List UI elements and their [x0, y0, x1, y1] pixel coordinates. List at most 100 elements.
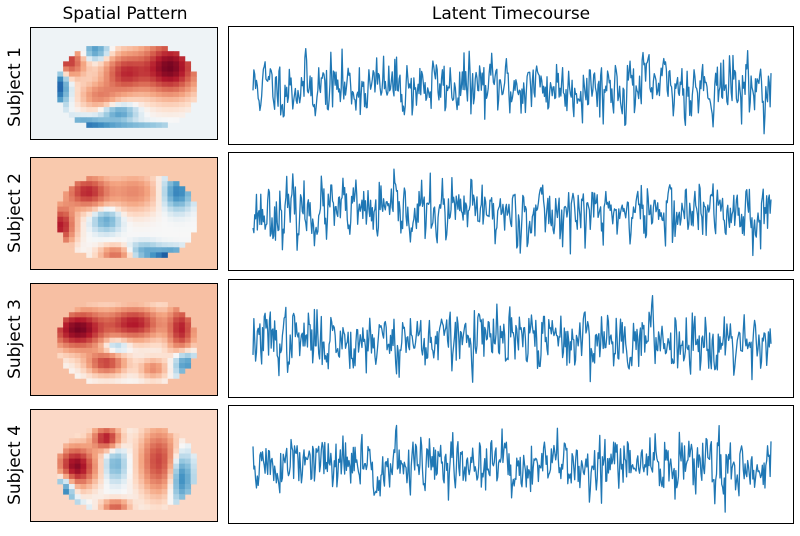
heatmap-cell: [173, 221, 180, 228]
heatmap-cell: [173, 86, 180, 93]
heatmap-cell: [144, 226, 151, 233]
heatmap-cell: [155, 86, 163, 93]
heatmap-cell: [173, 463, 180, 470]
heatmap-cell: [144, 201, 151, 207]
heatmap-cell: [167, 242, 174, 248]
heatmap-cell: [109, 232, 116, 238]
timecourse-plot-subject-4: [252, 424, 772, 513]
heatmap-cell: [115, 56, 122, 62]
heatmap-cell: [92, 221, 99, 228]
heatmap-cell: [179, 337, 186, 344]
heatmap-cell: [97, 317, 105, 323]
heatmap-cell: [173, 499, 180, 505]
heatmap-cell: [167, 342, 174, 349]
heatmap-cell: [74, 81, 81, 88]
heatmap-cell: [161, 112, 168, 118]
heatmap-cell: [109, 71, 116, 77]
heatmap-cell: [132, 368, 139, 374]
heatmap-cell: [121, 484, 128, 490]
heatmap-cell: [92, 468, 99, 475]
heatmap-cell: [179, 216, 186, 223]
heatmap-cell: [173, 494, 180, 500]
heatmap-cell: [97, 96, 105, 103]
heatmap-cell: [103, 468, 110, 475]
heatmap-cell: [144, 117, 151, 123]
heatmap-cell: [179, 206, 186, 213]
heatmap-cell: [150, 302, 157, 308]
heatmap-cell: [121, 181, 128, 187]
heatmap-cell: [97, 226, 105, 233]
heatmap-cell: [97, 358, 105, 364]
heatmap-cell: [92, 71, 99, 77]
heatmap-cell: [115, 352, 122, 359]
heatmap-cell: [68, 473, 76, 480]
heatmap-cell: [97, 117, 105, 123]
heatmap-cell: [144, 433, 151, 439]
heatmap-cell: [103, 237, 110, 243]
heatmap-cell: [184, 216, 192, 223]
heatmap-cell: [109, 201, 116, 207]
heatmap-cell: [161, 332, 168, 339]
heatmap-cell: [179, 81, 186, 88]
heatmap-cell: [184, 71, 192, 77]
heatmap-cell: [103, 252, 110, 258]
heatmap-cell: [179, 76, 186, 83]
heatmap-cell: [184, 443, 192, 449]
heatmap-cell: [63, 443, 70, 449]
heatmap-cell: [144, 363, 151, 369]
heatmap-cell: [109, 499, 116, 505]
heatmap-cell: [92, 504, 99, 510]
heatmap-cell: [173, 453, 180, 459]
heatmap-cell: [126, 499, 134, 505]
heatmap-cell: [155, 211, 163, 218]
heatmap-cell: [97, 112, 105, 118]
heatmap-cell: [184, 211, 192, 218]
heatmap-cell: [109, 122, 116, 128]
heatmap-cell: [126, 307, 134, 313]
heatmap-cell: [103, 242, 110, 248]
heatmap-cell: [161, 226, 168, 233]
heatmap-cell: [68, 221, 76, 228]
heatmap-cell: [86, 368, 93, 374]
heatmap-cell: [179, 237, 186, 243]
heatmap-cell: [144, 453, 151, 459]
heatmap-cell: [74, 327, 81, 333]
heatmap-cell: [63, 448, 70, 454]
heatmap-cell: [109, 56, 116, 62]
heatmap-cell: [184, 226, 192, 233]
heatmap-cell: [144, 61, 151, 67]
heatmap-cell: [132, 117, 139, 123]
heatmap-cell: [184, 332, 192, 339]
heatmap-cell: [121, 96, 128, 103]
heatmap-cell: [167, 76, 174, 83]
heatmap-cell: [80, 71, 87, 77]
heatmap-cell: [144, 86, 151, 93]
heatmap-cell: [80, 102, 87, 108]
heatmap-cell: [80, 448, 87, 454]
heatmap-cell: [115, 91, 122, 98]
heatmap-cell: [57, 327, 64, 333]
heatmap-cell: [63, 363, 70, 369]
heatmap-panel-subject-3: [30, 283, 218, 396]
heatmap-cell: [121, 438, 128, 444]
heatmap-cell: [86, 247, 93, 253]
heatmap-cell: [150, 337, 157, 344]
heatmap-cell: [80, 112, 87, 118]
heatmap-cell: [161, 458, 168, 465]
heatmap-cell: [132, 443, 139, 449]
heatmap-cell: [121, 86, 128, 93]
heatmap-cell: [74, 347, 81, 354]
heatmap-cell: [74, 221, 81, 228]
heatmap-cell: [150, 484, 157, 490]
heatmap-cell: [86, 61, 93, 67]
heatmap-cell: [80, 322, 87, 328]
heatmap-cell: [86, 494, 93, 500]
heatmap-cell: [97, 242, 105, 248]
heatmap-cell: [144, 71, 151, 77]
heatmap-cell: [179, 91, 186, 98]
heatmap-cell: [179, 448, 186, 454]
heatmap-cell: [150, 473, 157, 480]
heatmap-cell: [138, 86, 145, 93]
heatmap-cell: [74, 211, 81, 218]
heatmap-cell: [144, 312, 151, 318]
